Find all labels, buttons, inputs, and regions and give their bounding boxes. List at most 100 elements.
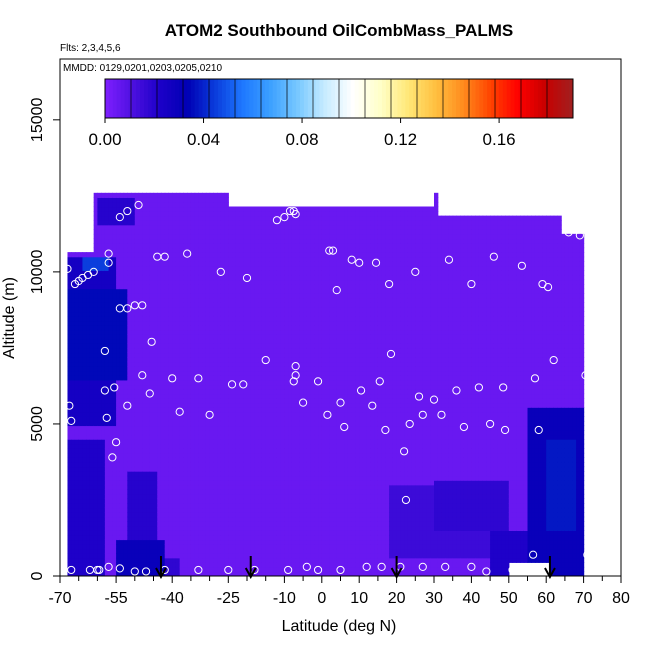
heatmap-cell bbox=[235, 211, 241, 217]
heatmap-cell bbox=[97, 544, 102, 550]
heatmap-cell bbox=[276, 448, 282, 454]
heatmap-cell bbox=[138, 503, 143, 509]
heatmap-cell bbox=[74, 430, 80, 436]
heatmap-cell bbox=[153, 293, 158, 299]
heatmap-cell bbox=[93, 498, 98, 504]
heatmap-cell bbox=[127, 361, 132, 367]
heatmap-cell bbox=[134, 562, 140, 568]
heatmap-cell bbox=[146, 297, 151, 303]
heatmap-cell bbox=[164, 352, 170, 358]
heatmap-cell bbox=[209, 443, 214, 449]
heatmap-cell bbox=[224, 252, 229, 258]
heatmap-cell bbox=[202, 475, 207, 481]
heatmap-cell bbox=[71, 347, 76, 354]
heatmap-cell bbox=[175, 493, 181, 500]
heatmap-cell bbox=[157, 512, 162, 518]
heatmap-cell bbox=[247, 562, 252, 568]
heatmap-cell bbox=[209, 206, 214, 212]
heatmap-cell bbox=[205, 475, 211, 481]
heatmap-cell bbox=[243, 430, 248, 436]
heatmap-cell bbox=[205, 375, 211, 381]
heatmap-cell bbox=[101, 306, 106, 313]
heatmap-cell bbox=[194, 261, 199, 267]
heatmap-cell bbox=[243, 320, 248, 326]
heatmap-cell bbox=[261, 388, 267, 395]
heatmap-cell bbox=[97, 434, 102, 440]
heatmap-cell bbox=[247, 242, 252, 249]
heatmap-cell bbox=[232, 493, 237, 500]
heatmap-cell bbox=[291, 548, 297, 554]
heatmap-cell bbox=[134, 256, 140, 262]
heatmap-cell bbox=[168, 516, 173, 522]
heatmap-cell bbox=[74, 293, 80, 299]
heatmap-cell bbox=[123, 242, 128, 249]
heatmap-cell bbox=[86, 493, 91, 500]
heatmap-cell bbox=[172, 270, 177, 276]
heatmap-cell bbox=[250, 325, 256, 331]
heatmap-cell bbox=[224, 384, 229, 390]
heatmap-cell bbox=[220, 270, 226, 276]
heatmap-cell bbox=[276, 242, 282, 249]
heatmap-cell bbox=[280, 571, 285, 576]
heatmap-cell bbox=[254, 557, 259, 563]
heatmap-cell bbox=[243, 366, 248, 372]
heatmap-cell bbox=[138, 238, 143, 244]
heatmap-cell bbox=[112, 507, 117, 513]
heatmap-cell bbox=[235, 416, 241, 422]
heatmap-cell bbox=[190, 233, 196, 240]
heatmap-cell bbox=[93, 452, 98, 458]
heatmap-cell bbox=[220, 553, 226, 559]
heatmap-cell bbox=[164, 206, 170, 212]
heatmap-cell bbox=[175, 480, 181, 486]
heatmap-cell bbox=[168, 288, 173, 294]
heatmap-cell bbox=[142, 315, 147, 322]
heatmap-cell bbox=[261, 265, 267, 271]
heatmap-cell bbox=[291, 498, 297, 504]
heatmap-cell bbox=[209, 503, 214, 509]
heatmap-cell bbox=[104, 279, 110, 285]
heatmap-cell bbox=[265, 416, 271, 422]
heatmap-cell bbox=[288, 430, 293, 436]
heatmap-cell bbox=[280, 425, 285, 431]
heatmap-cell bbox=[239, 279, 244, 285]
heatmap-cell bbox=[142, 361, 147, 367]
heatmap-cell bbox=[86, 366, 91, 372]
heatmap-cell bbox=[235, 357, 241, 363]
heatmap-cell bbox=[138, 507, 143, 513]
heatmap-cell bbox=[220, 530, 226, 536]
heatmap-cell bbox=[104, 379, 110, 386]
heatmap-cell bbox=[288, 443, 293, 449]
heatmap-cell bbox=[93, 471, 98, 477]
heatmap-cell bbox=[194, 493, 199, 500]
heatmap-cell bbox=[220, 493, 226, 500]
heatmap-cell bbox=[101, 302, 106, 308]
heatmap-cell bbox=[172, 480, 177, 486]
heatmap-cell bbox=[71, 343, 76, 349]
heatmap-cell bbox=[112, 201, 117, 208]
heatmap-cell bbox=[220, 503, 226, 509]
heatmap-cell bbox=[213, 334, 218, 340]
heatmap-cell bbox=[123, 493, 128, 500]
heatmap-cell bbox=[142, 357, 147, 363]
heatmap-cell bbox=[168, 361, 173, 367]
heatmap-cell bbox=[142, 206, 147, 212]
heatmap-cell bbox=[220, 430, 226, 436]
heatmap-cell bbox=[108, 498, 113, 504]
heatmap-cell bbox=[104, 334, 110, 340]
heatmap-cell bbox=[258, 384, 263, 390]
heatmap-cell bbox=[67, 566, 72, 573]
heatmap-cell bbox=[119, 229, 125, 235]
heatmap-cell bbox=[194, 407, 199, 413]
heatmap-cell bbox=[217, 530, 222, 536]
heatmap-cell bbox=[198, 439, 203, 445]
heatmap-cell bbox=[89, 315, 95, 322]
heatmap-cell bbox=[224, 434, 229, 440]
heatmap-cell bbox=[261, 539, 267, 545]
heatmap-cell bbox=[202, 334, 207, 340]
heatmap-cell bbox=[232, 525, 237, 531]
heatmap-cell bbox=[93, 352, 98, 358]
heatmap-cell bbox=[116, 539, 121, 545]
heatmap-cell bbox=[187, 293, 192, 299]
heatmap-cell bbox=[213, 539, 218, 545]
heatmap-cell bbox=[276, 521, 282, 527]
